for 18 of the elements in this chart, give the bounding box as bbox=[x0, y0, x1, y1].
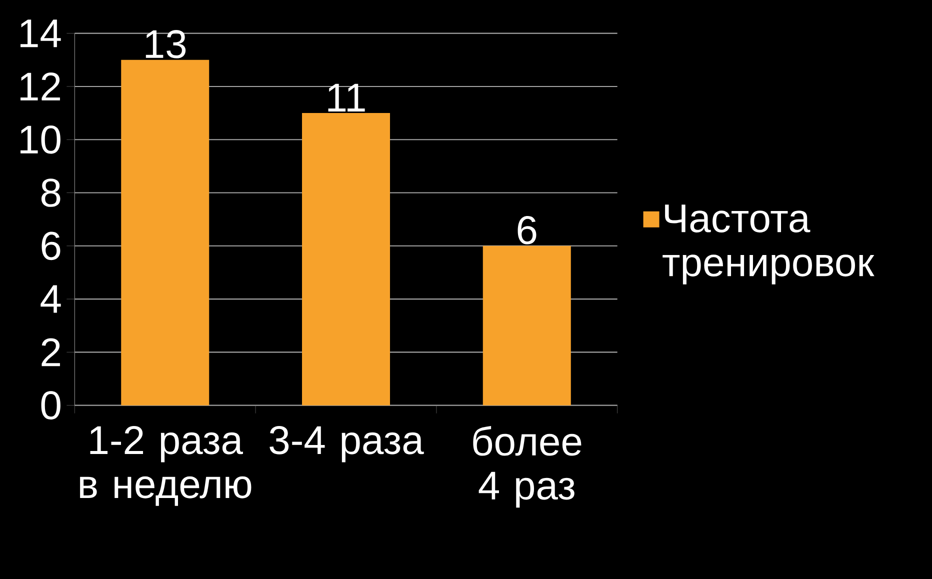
y-tick-label: 6 bbox=[42, 232, 60, 260]
data-label: 13 bbox=[146, 30, 186, 58]
bar bbox=[482, 246, 571, 406]
x-tick-label: более 4 раз bbox=[473, 426, 582, 508]
data-label: 11 bbox=[328, 84, 365, 112]
legend-label: Частота тренировок bbox=[662, 204, 874, 285]
bar bbox=[302, 113, 390, 406]
y-tick-label: 10 bbox=[20, 126, 60, 154]
y-tick-label: 8 bbox=[41, 178, 60, 208]
y-tick-label: 4 bbox=[40, 285, 61, 313]
data-label: 6 bbox=[518, 216, 536, 244]
x-tick-label: 3-4 раза bbox=[270, 426, 424, 462]
y-tick-label: 2 bbox=[42, 338, 60, 366]
y-tick-label: 14 bbox=[20, 20, 61, 48]
y-tick-label: 0 bbox=[41, 391, 60, 420]
bar bbox=[121, 60, 210, 406]
y-tick-label: 12 bbox=[20, 72, 60, 101]
x-tick-label: 1-2 раза в неделю bbox=[80, 426, 252, 506]
